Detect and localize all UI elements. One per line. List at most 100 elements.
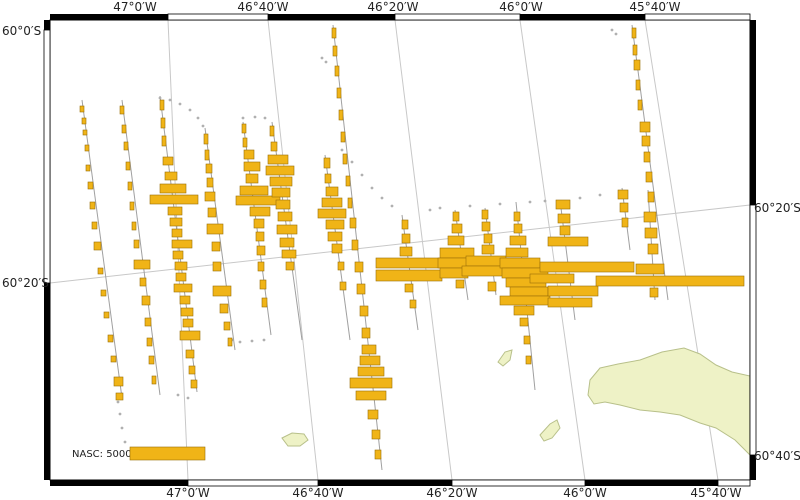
nasc-legend: NASC: 5000 xyxy=(72,446,206,461)
nasc-bar xyxy=(180,307,194,317)
track-line xyxy=(631,24,669,301)
nasc-bar xyxy=(119,105,125,115)
top-tick-label: 46°0′W xyxy=(499,0,543,14)
nasc-bar xyxy=(245,173,259,184)
nasc-bar xyxy=(525,355,532,365)
nasc-bar xyxy=(513,211,521,222)
nasc-bar xyxy=(159,99,165,111)
nasc-bar xyxy=(351,239,359,251)
nasc-bar xyxy=(401,219,409,230)
nasc-bar xyxy=(148,355,155,365)
nasc-bar xyxy=(87,181,94,190)
top-tick-label: 47°0′W xyxy=(113,0,157,14)
nasc-bar xyxy=(188,365,196,375)
nasc-bar xyxy=(321,197,343,208)
nasc-bar xyxy=(632,44,638,56)
nasc-bar xyxy=(481,221,491,232)
nasc-bar xyxy=(113,376,124,387)
nasc-bar xyxy=(257,261,265,272)
island-small xyxy=(497,349,513,367)
nasc-bar xyxy=(359,305,369,317)
parallel-line xyxy=(49,204,751,284)
nasc-bar xyxy=(97,267,104,275)
island-large xyxy=(587,347,751,457)
nasc-bar xyxy=(162,156,174,166)
nasc-bar xyxy=(455,279,465,289)
nasc-bar xyxy=(206,223,224,235)
nasc-bar xyxy=(375,269,443,282)
nasc-bar xyxy=(141,295,151,306)
nasc-bar xyxy=(509,235,527,246)
nasc-bar xyxy=(332,45,338,57)
nasc-bar xyxy=(256,245,266,256)
legend-bar xyxy=(129,446,206,461)
nasc-bar xyxy=(519,317,529,327)
nasc-bar xyxy=(206,177,214,188)
nasc-bar xyxy=(219,303,229,314)
nasc-bar xyxy=(110,355,117,363)
nasc-bar xyxy=(179,295,191,305)
nasc-bar xyxy=(461,265,507,277)
bottom-tick-label: 46°40′W xyxy=(292,486,343,500)
left-tick-labels: 60°0′S 60°20′S xyxy=(2,24,49,290)
nasc-bar xyxy=(271,187,291,198)
nasc-bar xyxy=(595,275,745,287)
nasc-bar xyxy=(349,377,393,389)
nasc-bar xyxy=(547,285,599,297)
nasc-bar xyxy=(255,231,265,242)
top-tick-labels: 47°0′W 46°40′W 46°20′W 46°0′W 45°40′W xyxy=(113,0,680,14)
nasc-bar xyxy=(529,273,575,284)
nasc-bar xyxy=(84,144,90,152)
nasc-bar xyxy=(207,207,217,218)
nasc-bar xyxy=(235,195,281,206)
nasc-bar xyxy=(243,149,255,160)
nasc-bar xyxy=(107,334,114,343)
nasc-bar xyxy=(481,244,495,255)
nasc-bar xyxy=(452,211,460,222)
nasc-bar xyxy=(338,109,344,121)
nasc-bar xyxy=(185,349,195,359)
nasc-bar xyxy=(371,429,381,440)
bottom-tick-label: 47°0′W xyxy=(166,486,210,500)
nasc-bar xyxy=(323,157,331,169)
nasc-bar xyxy=(164,171,178,181)
nasc-bar xyxy=(647,191,655,203)
nasc-bar xyxy=(123,141,129,151)
nasc-bar xyxy=(356,283,366,295)
right-tick-label: 60°20′S xyxy=(754,201,800,215)
nasc-bar xyxy=(182,318,194,328)
nasc-bar xyxy=(547,297,593,308)
nasc-bar xyxy=(161,135,167,147)
island-small xyxy=(539,419,561,442)
nasc-bar xyxy=(325,186,339,197)
nasc-bar xyxy=(557,213,571,224)
nasc-bar xyxy=(617,189,629,200)
top-tick-label: 46°20′W xyxy=(367,0,418,14)
nasc-bar xyxy=(281,249,297,259)
nasc-bar xyxy=(149,194,199,205)
top-tick-label: 45°40′W xyxy=(629,0,680,14)
nasc-bar xyxy=(267,154,289,165)
nasc-bar xyxy=(334,65,340,77)
nasc-bar xyxy=(643,211,657,223)
nasc-bar xyxy=(204,149,210,161)
nasc-bar xyxy=(171,239,193,249)
nasc-bar xyxy=(447,235,465,246)
nasc-bar xyxy=(404,283,414,293)
nasc-bar xyxy=(223,321,231,331)
bottom-tick-labels: 47°0′W 46°40′W 46°20′W 46°0′W 45°40′W xyxy=(166,486,741,500)
nasc-bar xyxy=(79,105,85,113)
nasc-bar xyxy=(204,191,216,202)
nasc-bar xyxy=(523,335,531,345)
nasc-bar xyxy=(277,211,293,222)
nasc-bar xyxy=(167,206,183,216)
nasc-bar xyxy=(127,181,133,191)
nasc-bar xyxy=(203,133,209,145)
nasc-bar xyxy=(547,236,589,247)
nasc-bar xyxy=(401,233,411,244)
right-tick-labels: 60°20′S 60°40′S xyxy=(754,201,800,463)
nasc-bar xyxy=(212,261,222,272)
nasc-bar xyxy=(241,123,247,134)
nasc-bar xyxy=(239,185,269,196)
bottom-tick-label: 46°20′W xyxy=(426,486,477,500)
